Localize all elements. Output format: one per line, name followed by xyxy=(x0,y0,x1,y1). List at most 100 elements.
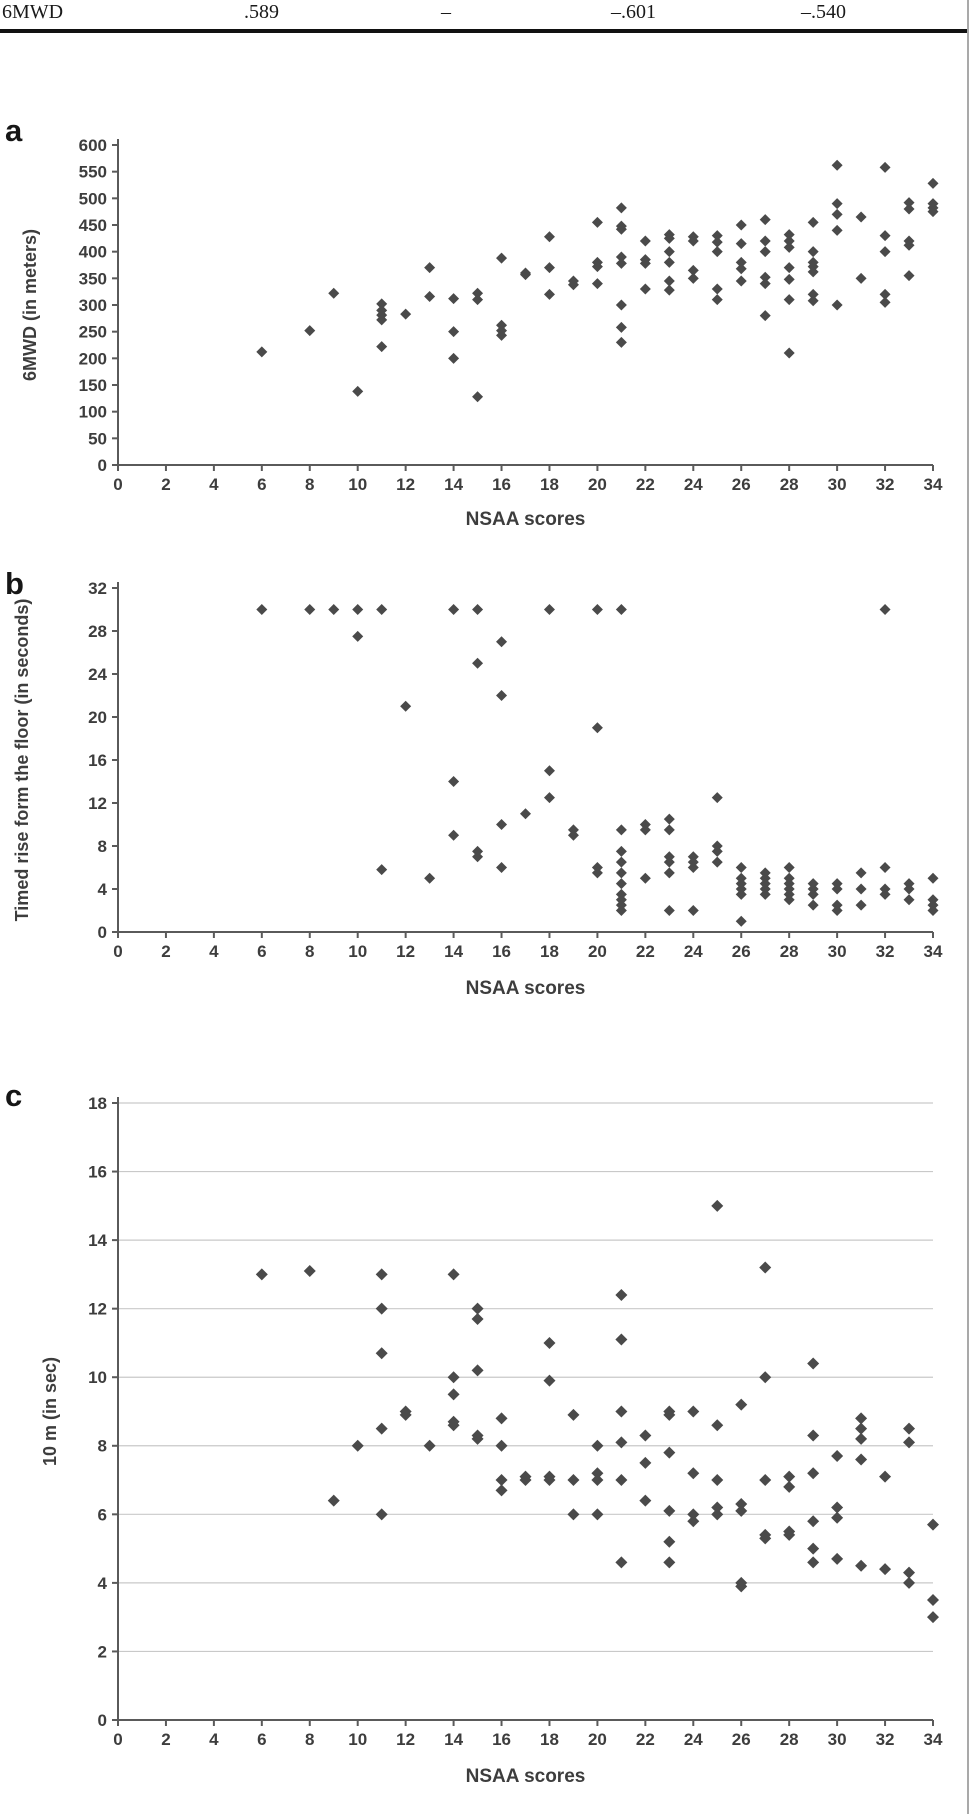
data-point xyxy=(807,266,819,278)
y-tick-label: 6 xyxy=(98,1505,107,1524)
data-point xyxy=(639,872,651,884)
data-point xyxy=(615,1474,628,1487)
data-point xyxy=(783,241,795,253)
x-axis-title: NSAA scores xyxy=(466,1766,586,1787)
data-point xyxy=(375,1302,388,1315)
data-point xyxy=(543,1474,556,1487)
x-tick-label: 24 xyxy=(684,942,703,961)
x-tick-label: 4 xyxy=(209,942,219,961)
data-point xyxy=(520,808,531,820)
chart-canvas-a: 0 2 4 6 8 10 12 14 16 18 20 22 24 26 28 30 32 34050100150… xyxy=(20,136,943,530)
data-point xyxy=(687,264,699,276)
x-tick-label: 16 xyxy=(492,942,511,961)
data-point xyxy=(903,1422,916,1435)
data-point xyxy=(543,1336,556,1349)
data-point xyxy=(687,272,699,284)
data-point xyxy=(615,824,627,836)
data-point xyxy=(927,206,939,218)
data-point xyxy=(831,905,843,916)
data-point xyxy=(256,604,268,615)
data-point xyxy=(663,284,675,296)
data-point xyxy=(807,888,819,900)
x-tick-label: 32 xyxy=(876,475,895,494)
data-point xyxy=(831,224,843,236)
data-point xyxy=(543,792,555,804)
data-point xyxy=(879,296,891,308)
y-tick-label: 32 xyxy=(88,579,107,598)
data-point xyxy=(615,1333,628,1346)
data-point xyxy=(663,246,675,258)
data-point xyxy=(447,1388,460,1401)
data-point xyxy=(615,257,627,269)
data-point xyxy=(759,1474,772,1487)
x-tick-label: 8 xyxy=(305,942,314,961)
data-point xyxy=(903,1566,916,1579)
data-point xyxy=(399,1408,412,1421)
data-point xyxy=(855,211,867,223)
panel-label-a: a xyxy=(5,113,23,148)
panel-label-c: c xyxy=(5,1078,23,1113)
x-tick-label: 34 xyxy=(924,475,943,494)
data-point xyxy=(879,604,891,615)
data-point xyxy=(615,251,627,263)
x-tick-label: 12 xyxy=(396,475,415,494)
data-point xyxy=(496,690,508,701)
data-point xyxy=(783,229,795,241)
data-point xyxy=(448,829,460,841)
data-point xyxy=(591,261,603,273)
data-point xyxy=(759,214,771,226)
data-point xyxy=(735,263,747,275)
y-tick-label: 0 xyxy=(98,1711,107,1730)
data-point xyxy=(807,246,819,258)
x-tick-label: 10 xyxy=(348,1730,367,1749)
data-point xyxy=(879,888,891,900)
data-point xyxy=(735,256,747,268)
data-point xyxy=(687,1405,700,1418)
y-tick-label: 0 xyxy=(98,456,107,475)
data-point xyxy=(831,1450,844,1463)
y-tick-label: 14 xyxy=(88,1231,107,1250)
y-axis-title: 10 m (in sec) xyxy=(40,1357,60,1466)
data-point xyxy=(711,1199,724,1212)
data-point xyxy=(448,776,460,787)
x-tick-label: 14 xyxy=(444,475,463,494)
scatter-chart-timed-rise: 0 2 4 6 8 10 12 14 16 18 20 22 24 26 28 30 32 34 0 4 8 12 16 20… xyxy=(0,560,969,1025)
x-tick-label: 28 xyxy=(780,1730,799,1749)
data-point xyxy=(375,1347,388,1360)
panel-label-b: b xyxy=(5,566,24,601)
data-point xyxy=(783,294,795,306)
y-tick-label: 12 xyxy=(88,794,107,813)
data-point xyxy=(615,202,627,214)
data-point xyxy=(424,872,436,884)
data-point xyxy=(639,1429,652,1442)
data-point xyxy=(711,1508,724,1521)
data-point xyxy=(495,1474,508,1487)
data-point xyxy=(376,314,388,326)
data-point xyxy=(496,636,508,648)
data-point xyxy=(855,1432,868,1445)
data-point xyxy=(496,252,508,264)
x-tick-label: 32 xyxy=(876,942,895,961)
data-point xyxy=(807,899,819,911)
y-tick-label: 8 xyxy=(98,1437,107,1456)
y-tick-label: 2 xyxy=(98,1642,107,1661)
x-tick-label: 34 xyxy=(924,942,943,961)
data-point xyxy=(615,1288,628,1301)
table-fragment-row: 6MWD .589 – –.601 –.540 xyxy=(0,0,969,28)
x-tick-label: 26 xyxy=(732,1730,751,1749)
data-point xyxy=(735,1398,748,1411)
data-point xyxy=(879,1470,892,1483)
data-point xyxy=(304,325,316,337)
y-tick-label: 24 xyxy=(88,665,107,684)
data-point xyxy=(663,232,675,244)
y-tick-label: 150 xyxy=(79,376,107,395)
data-point xyxy=(352,604,364,615)
data-point xyxy=(520,269,531,281)
data-point xyxy=(663,256,675,268)
data-point xyxy=(639,824,651,836)
data-point xyxy=(831,1511,844,1524)
data-point xyxy=(615,1405,628,1418)
data-point xyxy=(376,864,388,876)
x-axis-title: NSAA scores xyxy=(466,978,586,999)
y-tick-label: 16 xyxy=(88,1163,107,1182)
